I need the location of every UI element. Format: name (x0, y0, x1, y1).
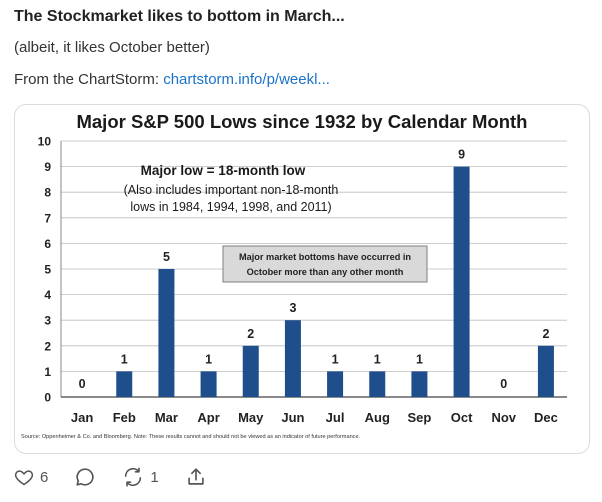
y-tick-label: 5 (44, 263, 51, 277)
y-tick-label: 10 (38, 135, 52, 149)
x-tick-label: Aug (365, 410, 390, 425)
annotation-main: Major low = 18-month low (141, 163, 306, 178)
post-actions: 6 1 (14, 462, 233, 492)
y-tick-label: 6 (44, 237, 51, 251)
y-tick-label: 1 (44, 365, 51, 379)
callout-line2: October more than any other month (247, 267, 404, 277)
y-tick-label: 0 (44, 391, 51, 405)
bar-may (242, 345, 259, 397)
bar-aug (369, 371, 386, 397)
callout-box (222, 245, 428, 283)
data-label: 0 (500, 377, 507, 391)
share-icon (187, 468, 204, 485)
annotation-sub2: lows in 1984, 1994, 1998, and 2011) (130, 200, 331, 214)
chart-image[interactable]: Major S&P 500 Lows since 1932 by Calenda… (14, 104, 590, 454)
x-tick-label: Oct (451, 410, 473, 425)
data-label: 1 (332, 352, 339, 366)
data-label: 3 (289, 301, 296, 315)
bar-apr (200, 371, 217, 397)
bar-chart: Major S&P 500 Lows since 1932 by Calenda… (21, 111, 567, 440)
data-label: 5 (163, 250, 170, 264)
share-button[interactable] (185, 466, 207, 488)
x-tick-label: Nov (491, 410, 516, 425)
data-label: 2 (542, 327, 549, 341)
source-link[interactable]: chartstorm.info/p/weekl... (163, 71, 330, 88)
bar-jul (327, 371, 344, 397)
repost-icon (125, 467, 142, 487)
y-tick-label: 4 (44, 288, 51, 302)
x-tick-label: Apr (197, 410, 219, 425)
x-tick-label: Jan (71, 410, 93, 425)
data-label: 1 (416, 352, 423, 366)
like-count: 6 (40, 468, 49, 486)
callout-line1: Major market bottoms have occurred in (239, 252, 411, 262)
data-label: 1 (205, 352, 212, 366)
y-tick-label: 2 (44, 339, 51, 353)
bar-feb (116, 371, 133, 397)
post-source-line: From the ChartStorm: chartstorm.info/p/w… (14, 71, 330, 88)
data-label: 9 (458, 148, 465, 162)
data-label: 2 (247, 327, 254, 341)
chart-title: Major S&P 500 Lows since 1932 by Calenda… (76, 111, 527, 132)
data-label: 0 (79, 377, 86, 391)
comment-button[interactable] (74, 466, 96, 488)
comment-icon (76, 468, 94, 486)
y-tick-label: 8 (44, 186, 51, 200)
x-tick-label: Mar (155, 410, 178, 425)
repost-button[interactable]: 1 (122, 466, 159, 488)
repost-count: 1 (150, 468, 159, 486)
bar-mar (158, 269, 175, 397)
x-tick-label: Jun (281, 410, 304, 425)
annotation-sub1: (Also includes important non-18-month (124, 183, 339, 197)
post-title: The Stockmarket likes to bottom in March… (14, 8, 345, 25)
data-label: 1 (121, 352, 128, 366)
y-tick-label: 3 (44, 314, 51, 328)
x-tick-label: Feb (113, 410, 136, 425)
data-label: 1 (374, 352, 381, 366)
like-button[interactable]: 6 (14, 467, 48, 487)
y-tick-label: 9 (44, 160, 51, 174)
heart-icon (14, 470, 34, 486)
bar-oct (453, 166, 470, 397)
x-tick-label: May (238, 410, 264, 425)
bar-dec (537, 345, 554, 397)
x-tick-label: Jul (326, 410, 345, 425)
post-subtitle: (albeit, it likes October better) (14, 39, 210, 56)
bar-jun (284, 320, 301, 397)
source-note: Source: Oppenheimer & Co. and Bloomberg.… (21, 434, 361, 440)
source-prefix: From the ChartStorm: (14, 71, 164, 88)
x-tick-label: Dec (534, 410, 558, 425)
bar-sep (411, 371, 428, 397)
x-tick-label: Sep (407, 410, 431, 425)
y-tick-label: 7 (44, 211, 51, 225)
